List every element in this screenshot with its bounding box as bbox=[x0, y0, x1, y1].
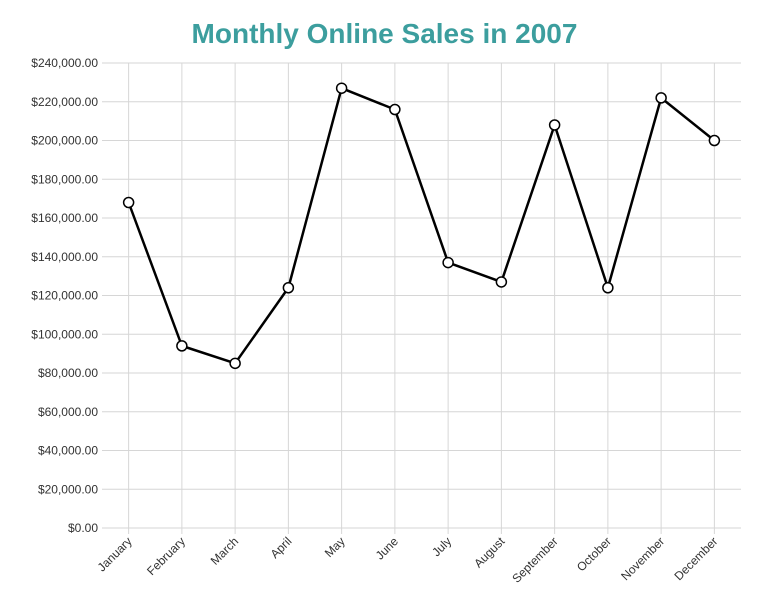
y-tick-label: $240,000.00 bbox=[31, 56, 98, 70]
y-tick-label: $140,000.00 bbox=[31, 250, 98, 264]
x-tick-label: May bbox=[322, 534, 348, 560]
data-point[interactable] bbox=[548, 119, 561, 131]
data-point[interactable] bbox=[335, 82, 348, 94]
series-layer bbox=[122, 82, 721, 370]
x-tick-label: July bbox=[429, 534, 454, 559]
chart-title: Monthly Online Sales in 2007 bbox=[191, 18, 578, 49]
x-tick-label: October bbox=[574, 534, 614, 574]
data-point[interactable] bbox=[442, 256, 454, 269]
y-tick-label: $40,000.00 bbox=[38, 444, 98, 458]
data-point[interactable] bbox=[282, 282, 295, 294]
x-tick-label: February bbox=[144, 534, 188, 578]
y-tick-label: $160,000.00 bbox=[31, 211, 98, 225]
series-line bbox=[127, 86, 716, 365]
y-tick-label: $200,000.00 bbox=[31, 134, 98, 148]
data-point[interactable] bbox=[229, 357, 241, 370]
y-tick-label: $60,000.00 bbox=[38, 405, 98, 419]
grid-layer bbox=[102, 62, 741, 534]
x-tick-label: August bbox=[471, 534, 508, 571]
x-tick-label: March bbox=[208, 534, 241, 567]
y-tick-label: $80,000.00 bbox=[38, 366, 98, 380]
y-tick-label: $20,000.00 bbox=[38, 482, 98, 496]
data-point[interactable] bbox=[708, 134, 721, 147]
data-point[interactable] bbox=[122, 196, 135, 209]
data-point[interactable] bbox=[655, 92, 667, 104]
data-point[interactable] bbox=[176, 340, 188, 352]
y-tick-label: $0.00 bbox=[68, 521, 98, 535]
y-tick-label: $180,000.00 bbox=[31, 172, 98, 186]
y-tick-label: $100,000.00 bbox=[31, 327, 98, 341]
x-tick-label: April bbox=[268, 534, 295, 561]
y-tick-label: $120,000.00 bbox=[31, 289, 98, 303]
data-point[interactable] bbox=[495, 276, 508, 288]
x-axis-ticks: January February March April May June July Augu… bbox=[95, 534, 721, 586]
x-tick-label: January bbox=[95, 534, 135, 574]
y-tick-label: $220,000.00 bbox=[31, 95, 98, 109]
data-point[interactable] bbox=[389, 103, 401, 116]
x-tick-label: November bbox=[618, 534, 667, 583]
x-tick-label: September bbox=[509, 534, 560, 585]
data-point[interactable] bbox=[602, 282, 614, 294]
x-tick-label: June bbox=[373, 534, 402, 563]
x-tick-label: December bbox=[671, 534, 720, 583]
y-axis-ticks: $0.00 $20,000.00 $40,000.00 $60,000.00 $80,0… bbox=[31, 56, 98, 535]
